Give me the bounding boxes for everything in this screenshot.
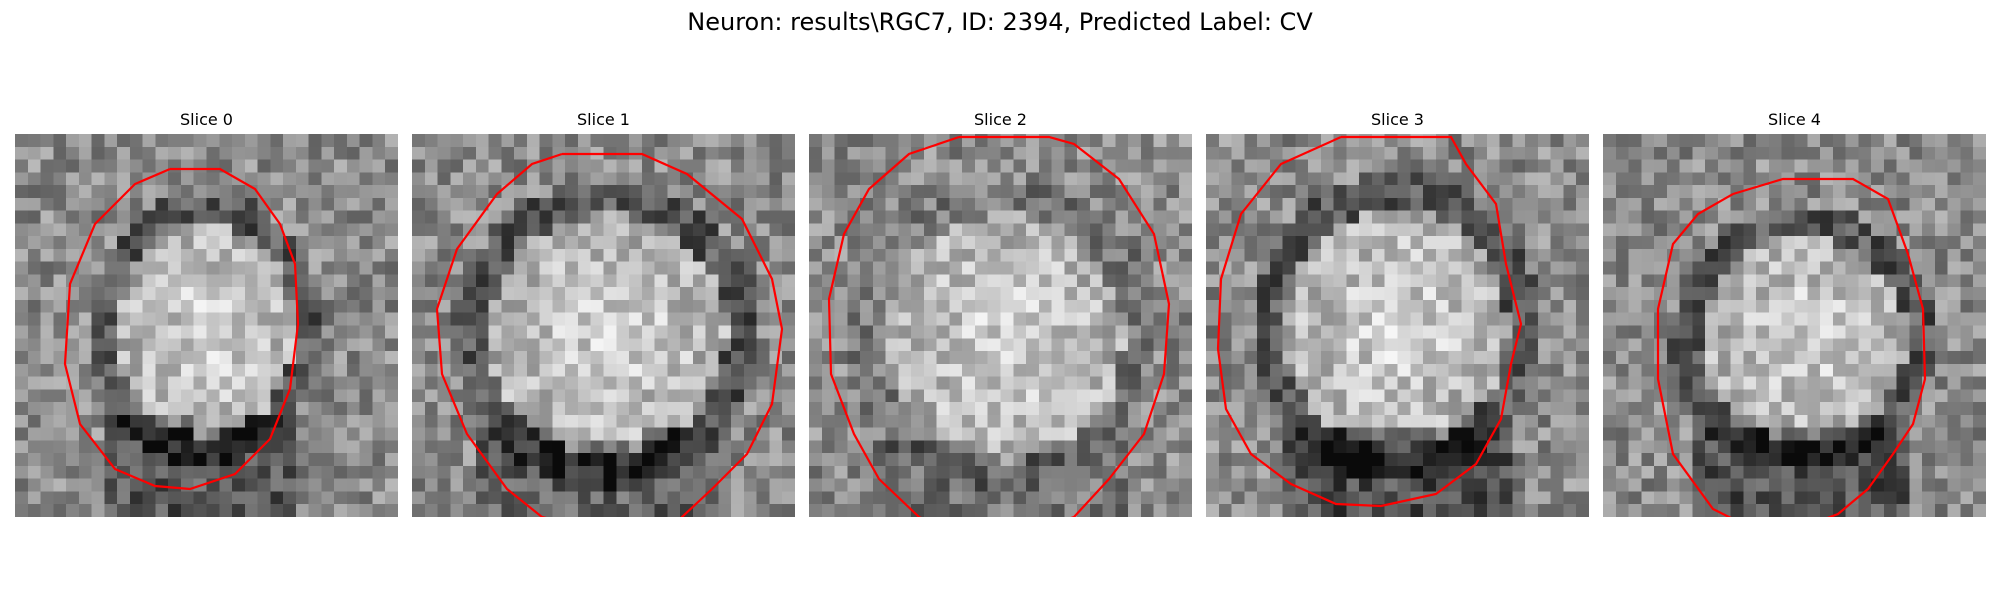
slice-image: [412, 134, 795, 517]
slice-image: [15, 134, 398, 517]
slice-title: Slice 0: [15, 110, 398, 129]
slice-image: [1206, 134, 1589, 517]
slice-title: Slice 4: [1603, 110, 1986, 129]
slice-title: Slice 3: [1206, 110, 1589, 129]
slice-image-frame: [1603, 134, 1986, 517]
slice-image-frame: [809, 134, 1192, 517]
slice-title: Slice 2: [809, 110, 1192, 129]
slice-image: [809, 134, 1192, 517]
slice-image-frame: [15, 134, 398, 517]
slice-title: Slice 1: [412, 110, 795, 129]
figure-title: Neuron: results\RGC7, ID: 2394, Predicte…: [0, 8, 2000, 36]
slice-image-frame: [412, 134, 795, 517]
slice-image-frame: [1206, 134, 1589, 517]
slice-image: [1603, 134, 1986, 517]
